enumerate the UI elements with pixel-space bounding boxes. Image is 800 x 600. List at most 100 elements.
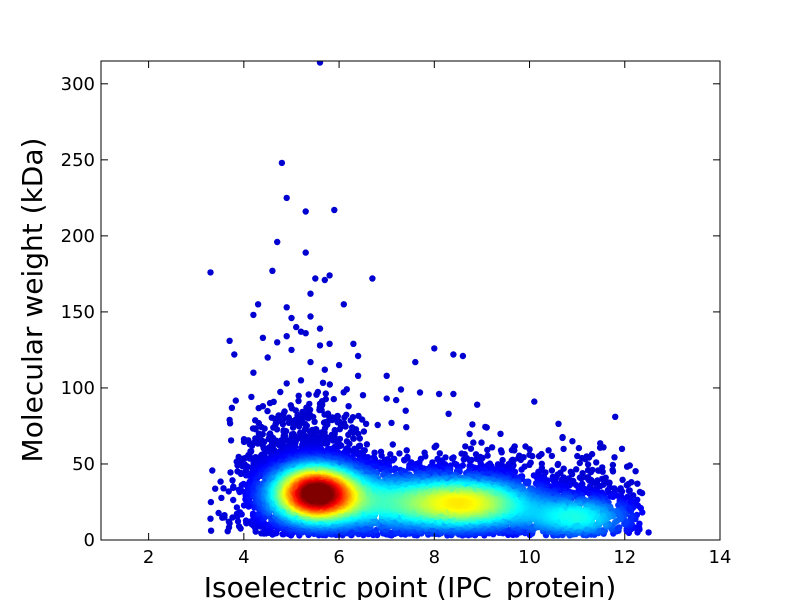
density-point <box>227 469 234 476</box>
density-point <box>596 444 604 451</box>
density-point <box>578 475 585 482</box>
density-point <box>466 457 474 464</box>
density-point <box>311 418 318 425</box>
density-point <box>330 437 337 444</box>
density-point <box>285 419 293 426</box>
density-point <box>341 414 348 421</box>
density-point <box>248 442 256 450</box>
density-point <box>218 494 225 502</box>
density-point <box>317 429 325 436</box>
density-point <box>607 493 614 500</box>
density-point <box>233 504 241 511</box>
density-point <box>212 485 219 492</box>
density-point <box>340 389 347 396</box>
density-point <box>209 467 216 474</box>
density-point <box>310 413 317 421</box>
density-point <box>319 379 327 386</box>
density-point <box>359 392 367 399</box>
density-point <box>638 489 646 497</box>
density-point <box>350 435 357 442</box>
density-point <box>237 470 245 478</box>
density-point <box>488 444 496 451</box>
density-point <box>266 399 274 407</box>
density-point <box>460 456 467 463</box>
density-point <box>230 484 237 491</box>
density-point <box>248 393 255 401</box>
density-point <box>609 461 617 469</box>
density-point <box>559 434 566 442</box>
density-point <box>239 488 246 495</box>
density-point <box>634 480 641 487</box>
density-point <box>518 466 525 473</box>
density-point <box>207 527 215 534</box>
density-point <box>230 496 237 504</box>
density-point <box>611 454 618 461</box>
density-point <box>295 392 302 399</box>
density-point <box>345 431 352 438</box>
density-point <box>623 463 631 470</box>
density-point <box>305 415 312 422</box>
density-point <box>238 511 245 518</box>
density-point <box>374 421 381 429</box>
density-point <box>484 446 491 454</box>
density-point <box>225 488 232 495</box>
density-point <box>555 420 562 427</box>
density-point <box>535 453 543 460</box>
density-point <box>636 520 643 527</box>
density-point <box>484 452 491 459</box>
density-point <box>401 457 408 464</box>
density-point <box>277 388 284 396</box>
density-point <box>252 426 259 433</box>
density-point <box>560 445 567 453</box>
density-point <box>568 471 576 478</box>
density-point <box>295 423 303 430</box>
density-point <box>342 423 349 430</box>
density-point <box>609 468 617 475</box>
density-point <box>362 420 370 427</box>
density-point <box>280 410 287 418</box>
density-point <box>466 430 473 438</box>
density-point <box>295 397 302 405</box>
density-point <box>623 482 630 489</box>
density-point <box>318 406 325 414</box>
density-point <box>363 441 371 448</box>
density-point <box>389 441 396 448</box>
density-point <box>436 450 443 457</box>
density-point <box>563 513 570 520</box>
density-point <box>234 518 242 525</box>
density-point <box>573 513 580 520</box>
density-point <box>305 391 312 398</box>
density-point <box>403 447 410 454</box>
density-point <box>497 430 504 437</box>
density-point <box>232 397 239 404</box>
density-point <box>548 452 556 460</box>
density-point <box>360 428 368 435</box>
density-point <box>387 451 394 458</box>
density-point <box>396 450 403 457</box>
density-point <box>289 424 297 431</box>
density-point <box>548 467 556 474</box>
density-point <box>220 485 227 492</box>
density-point <box>322 440 329 447</box>
density-point <box>612 518 619 526</box>
density-point <box>595 467 602 474</box>
density-point <box>215 509 222 517</box>
density-point <box>229 514 236 521</box>
density-point <box>462 443 469 450</box>
density-point <box>526 461 533 468</box>
density-point <box>261 425 268 432</box>
density-point <box>632 468 639 475</box>
density-point <box>431 444 438 451</box>
density-point <box>618 445 626 452</box>
density-point <box>313 391 320 398</box>
density-point <box>321 411 328 418</box>
density-point <box>322 390 329 397</box>
density-point <box>259 431 266 438</box>
density-point <box>229 477 236 484</box>
density-point <box>619 476 626 483</box>
density-point <box>467 445 475 452</box>
density-point <box>526 446 533 453</box>
density-point <box>573 466 580 473</box>
density-point <box>227 437 235 444</box>
